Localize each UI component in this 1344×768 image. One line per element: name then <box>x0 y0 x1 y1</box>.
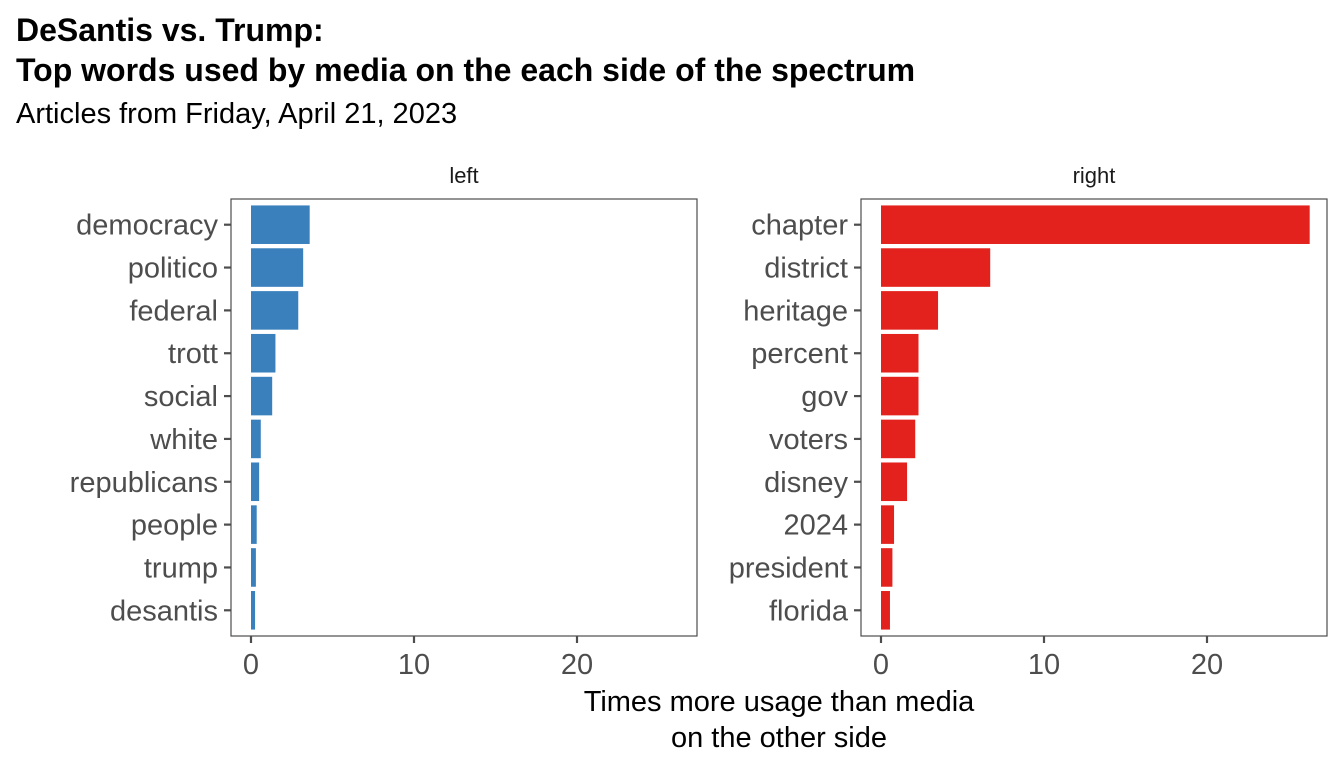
y-tick-label-right-2024: 2024 <box>783 510 848 542</box>
y-tick-label-left-democracy: democracy <box>76 210 218 242</box>
x-axis-title-line-1: Times more usage than media <box>584 686 975 718</box>
y-tick-label-left-social: social <box>144 381 218 413</box>
y-tick-label-left-trott: trott <box>168 338 218 370</box>
chart-subtitle: Articles from Friday, April 21, 2023 <box>16 98 458 130</box>
y-tick-label-left-desantis: desantis <box>110 595 218 627</box>
x-tick-label-right-10: 10 <box>1028 649 1060 681</box>
x-tick-label-right-20: 20 <box>1191 649 1223 681</box>
bar-left-federal <box>251 291 299 330</box>
bar-right-district <box>881 248 991 287</box>
y-tick-label-right-florida: florida <box>769 595 849 627</box>
y-tick-label-left-people: people <box>131 510 218 542</box>
x-tick-label-left-20: 20 <box>561 649 593 681</box>
bar-left-democracy <box>251 205 310 244</box>
y-tick-label-left-trump: trump <box>144 552 218 584</box>
y-tick-label-left-white: white <box>149 424 218 456</box>
bar-right-disney <box>881 462 908 502</box>
chart-title: DeSantis vs. Trump: Top words used by me… <box>16 10 915 90</box>
x-axis-title-line-2: on the other side <box>671 722 887 754</box>
x-tick-label-left-0: 0 <box>243 649 259 681</box>
facet-label-left: left <box>449 163 478 188</box>
bar-left-desantis <box>251 591 256 630</box>
y-tick-label-right-president: president <box>729 552 848 584</box>
x-tick-label-left-10: 10 <box>398 649 430 681</box>
bar-right-heritage <box>881 291 939 330</box>
bar-left-republicans <box>251 462 260 502</box>
facet-label-right: right <box>1073 163 1116 188</box>
bar-right-president <box>881 548 893 587</box>
bar-right-gov <box>881 376 919 416</box>
y-tick-label-right-disney: disney <box>764 467 848 499</box>
y-tick-label-left-politico: politico <box>128 253 218 285</box>
bar-left-social <box>251 376 273 416</box>
y-tick-label-right-percent: percent <box>751 338 848 370</box>
y-tick-label-right-heritage: heritage <box>743 295 848 327</box>
y-tick-label-right-gov: gov <box>801 381 848 413</box>
bar-right-percent <box>881 333 919 373</box>
bar-right-2024 <box>881 505 895 544</box>
y-tick-label-left-federal: federal <box>129 295 218 327</box>
bar-left-people <box>251 505 257 544</box>
bar-right-voters <box>881 419 916 459</box>
y-tick-label-left-republicans: republicans <box>70 467 218 499</box>
y-tick-label-right-voters: voters <box>769 424 848 456</box>
bar-right-chapter <box>881 205 1310 244</box>
bar-left-trump <box>251 548 256 587</box>
y-tick-label-right-district: district <box>764 253 848 285</box>
bar-left-white <box>251 419 261 459</box>
y-tick-label-right-chapter: chapter <box>751 210 848 242</box>
bar-right-florida <box>881 591 890 630</box>
bar-left-trott <box>251 333 276 373</box>
chart-title-line-2: Top words used by media on the each side… <box>16 52 916 88</box>
chart-title-line-1: DeSantis vs. Trump: <box>16 12 324 48</box>
x-tick-label-right-0: 0 <box>873 649 889 681</box>
bar-left-politico <box>251 248 304 287</box>
panel-left-frame <box>230 198 698 637</box>
